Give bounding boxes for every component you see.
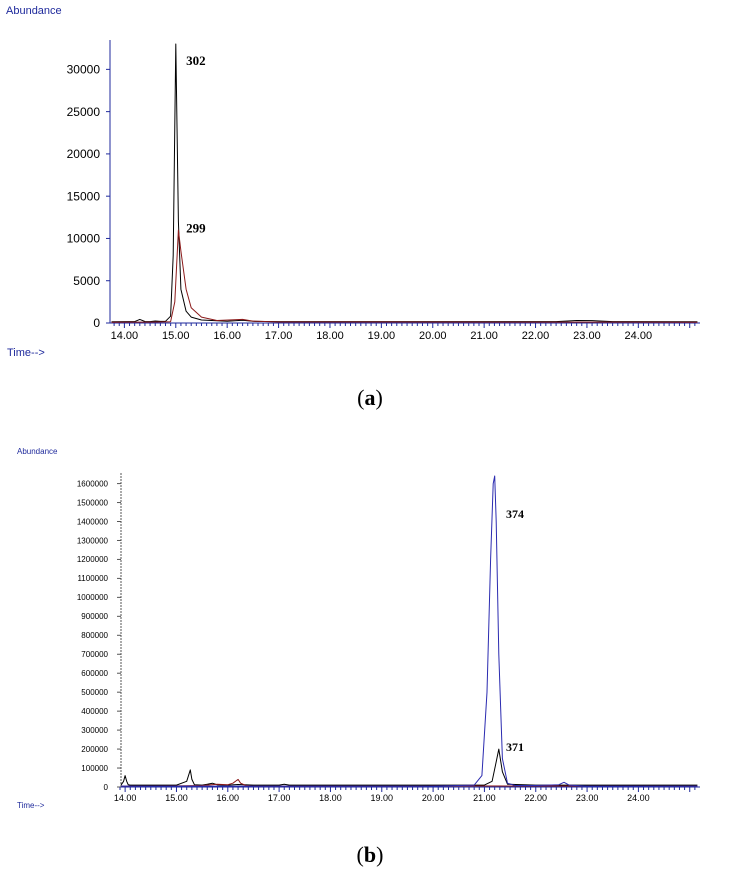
y-tick-label: 1000000: [77, 593, 109, 602]
y-tick-label: 1600000: [77, 479, 109, 488]
y-axis-label: Abundance: [17, 447, 58, 456]
x-tick-label: 20.00: [422, 793, 445, 803]
trace-line-1: [111, 43, 698, 323]
x-axis-label: Time-->: [17, 801, 45, 810]
x-tick-label: 21.00: [470, 330, 498, 342]
x-tick-label: 15.00: [165, 793, 188, 803]
y-tick-label: 900000: [81, 612, 108, 621]
trace-line-3: [121, 475, 698, 787]
panel-label: (a): [357, 385, 383, 410]
x-tick-label: 14.00: [114, 793, 137, 803]
x-tick-label: 18.00: [316, 330, 344, 342]
y-tick-label: 10000: [67, 232, 101, 246]
y-tick-label: 1100000: [77, 574, 108, 583]
x-tick-label: 24.00: [625, 330, 653, 342]
x-tick-label: 21.00: [473, 793, 496, 803]
x-tick-label: 17.00: [265, 330, 293, 342]
peak-label-302: 302: [186, 53, 206, 68]
panel-label: (b): [357, 842, 384, 867]
peak-label-299: 299: [186, 220, 206, 235]
x-tick-label: 16.00: [217, 793, 240, 803]
x-tick-label: 19.00: [371, 793, 394, 803]
y-tick-label: 30000: [67, 63, 101, 77]
y-tick-label: 700000: [81, 650, 108, 659]
y-tick-label: 25000: [67, 105, 101, 119]
y-tick-label: 0: [104, 783, 109, 792]
x-tick-label: 24.00: [627, 793, 650, 803]
x-tick-label: 22.00: [524, 793, 547, 803]
peak-label-374: 374: [506, 507, 524, 521]
x-tick-label: 17.00: [268, 793, 291, 803]
x-tick-label: 19.00: [368, 330, 396, 342]
x-axis-label: Time-->: [7, 347, 45, 359]
x-tick-label: 15.00: [162, 330, 190, 342]
y-tick-label: 300000: [81, 726, 108, 735]
y-tick-label: 400000: [81, 707, 108, 716]
chart-panel-a: 0 5000 10000 15000 20000 25000 30000 14.00 15.00…: [6, 5, 700, 410]
y-tick-label: 1300000: [77, 536, 109, 545]
y-tick-label: 200000: [81, 745, 108, 754]
y-tick-label: 500000: [81, 688, 108, 697]
y-tick-label: 1200000: [77, 555, 109, 564]
trace-line-2: [111, 229, 698, 323]
peak-label-371: 371: [506, 740, 524, 754]
x-tick-label: 14.00: [111, 330, 139, 342]
x-tick-label: 22.00: [522, 330, 550, 342]
y-tick-label: 1500000: [77, 498, 109, 507]
x-tick-label: 18.00: [319, 793, 342, 803]
x-tick-label: 20.00: [419, 330, 447, 342]
trace-line-1: [120, 748, 698, 786]
y-axis-label: Abundance: [6, 5, 62, 17]
y-tick-label: 1400000: [77, 517, 109, 526]
x-tick-label: 23.00: [573, 330, 601, 342]
y-tick-label: 15000: [67, 189, 101, 203]
chart-panel-b: 0 100000 200000 300000 400000 500000 600000 700…: [17, 447, 700, 867]
y-tick-label: 0: [93, 316, 100, 330]
y-tick-label: 20000: [67, 147, 101, 161]
x-tick-label: 23.00: [576, 793, 599, 803]
y-tick-label: 800000: [81, 631, 108, 640]
x-tick-label: 16.00: [213, 330, 241, 342]
y-tick-label: 100000: [81, 764, 108, 773]
y-tick-label: 600000: [81, 669, 108, 678]
y-tick-label: 5000: [73, 274, 100, 288]
